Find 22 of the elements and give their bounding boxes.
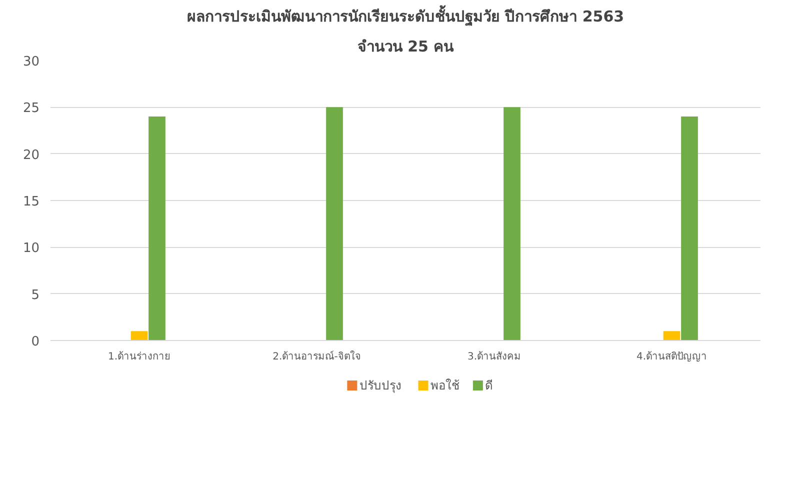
bar — [504, 107, 520, 340]
bar — [681, 116, 698, 340]
legend-label: พอใช้ — [430, 378, 460, 392]
y-tick-label: 15 — [22, 194, 40, 210]
x-tick-label: 4.ด้านสติปัญญา — [636, 350, 708, 362]
bar — [663, 331, 680, 340]
x-tick-label: 3.ด้านสังคม — [467, 350, 522, 362]
chart-subtitle: จำนวน 25 คน — [357, 38, 455, 56]
chart-title: ผลการประเมินพัฒนาการนักเรียนระดับชั้นปฐมวัย ปีการศึกษา 2563 — [186, 4, 624, 26]
x-tick-label: 1.ด้านร่างกาย — [108, 350, 171, 362]
legend-label: ดี — [485, 378, 494, 392]
y-tick-label: 25 — [22, 101, 40, 116]
x-tick-label: 2.ด้านอารมณ์-จิตใจ — [272, 350, 361, 362]
y-tick-label: 0 — [31, 334, 40, 350]
bar — [148, 116, 166, 340]
legend-label: ปรับปรุง — [359, 378, 402, 394]
y-tick-label: 5 — [31, 288, 40, 303]
y-tick-label: 30 — [22, 54, 40, 70]
bar — [326, 107, 343, 340]
y-tick-label: 20 — [22, 148, 40, 163]
bar — [130, 331, 148, 340]
y-tick-label: 10 — [22, 241, 40, 256]
